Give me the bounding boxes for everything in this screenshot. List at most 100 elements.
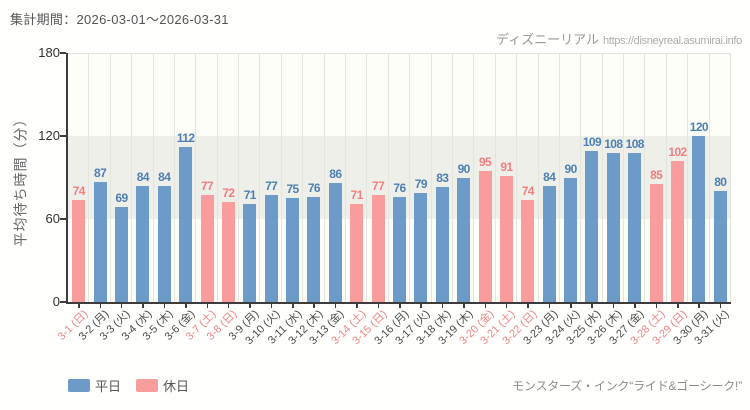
bar[interactable] <box>200 195 214 302</box>
bar[interactable] <box>350 203 364 302</box>
bar[interactable] <box>371 195 385 302</box>
x-tick-mark <box>206 304 209 308</box>
x-tick-mark <box>420 304 422 308</box>
bar[interactable] <box>414 192 428 302</box>
gridline-vertical <box>687 53 688 302</box>
bar-value-label: 95 <box>478 154 492 169</box>
bar[interactable] <box>93 181 107 302</box>
y-tick-mark <box>60 301 66 303</box>
gridline-vertical <box>559 53 560 302</box>
x-tick-mark <box>548 304 551 308</box>
y-tick-label: 60 <box>45 211 60 226</box>
bar-value-label: 112 <box>176 131 195 146</box>
bar[interactable] <box>564 177 578 302</box>
bar[interactable] <box>478 170 492 302</box>
gridline-vertical <box>644 53 645 302</box>
bar[interactable] <box>521 199 535 302</box>
gridline-vertical <box>666 53 667 302</box>
x-tick-mark <box>270 304 273 308</box>
x-tick-mark <box>505 304 508 308</box>
bar-value-label: 76 <box>393 180 406 195</box>
y-tick-mark <box>60 135 66 137</box>
x-tick-mark <box>142 304 144 308</box>
bar[interactable] <box>671 160 685 302</box>
gridline-vertical <box>495 53 496 302</box>
bar-value-label: 77 <box>372 179 385 194</box>
legend-item-weekday[interactable]: 平日 <box>68 376 121 395</box>
gridline-top <box>68 53 731 54</box>
bar-value-label: 74 <box>72 183 86 198</box>
bar[interactable] <box>606 152 620 302</box>
x-tick-mark <box>463 304 465 308</box>
site-url-link[interactable]: https://disneyreal.asumirai.info <box>603 35 742 47</box>
bar[interactable] <box>435 187 449 302</box>
attraction-name: モンスターズ・インク“ライド&ゴーシーク!” <box>512 379 742 393</box>
bar-value-label: 83 <box>436 171 449 186</box>
bar-value-label: 108 <box>625 136 645 151</box>
x-tick-mark <box>441 304 444 308</box>
gridline-vertical <box>580 53 581 302</box>
holiday-swatch <box>136 379 159 392</box>
x-tick-mark <box>292 304 294 308</box>
x-tick-mark <box>698 304 700 308</box>
gridline-vertical <box>324 53 325 302</box>
bar[interactable] <box>713 191 727 302</box>
bar[interactable] <box>157 185 171 302</box>
bar[interactable] <box>221 202 235 302</box>
bar-value-label: 90 <box>564 161 578 176</box>
bar-value-label: 74 <box>521 183 535 198</box>
bar[interactable] <box>328 183 342 302</box>
bar-value-label: 85 <box>650 168 663 183</box>
gridline-vertical <box>195 53 196 302</box>
gridline-vertical <box>281 53 282 302</box>
bar[interactable] <box>542 185 556 302</box>
gridline-vertical <box>388 53 389 302</box>
weekday-swatch <box>68 379 90 392</box>
x-tick-mark <box>356 304 358 308</box>
bar[interactable] <box>114 206 128 302</box>
bar[interactable] <box>628 152 642 302</box>
period-label: 集計期間：2026-03-01～2026-03-31 <box>10 12 229 27</box>
bar-value-label: 84 <box>158 169 171 184</box>
bar[interactable] <box>286 198 300 302</box>
x-tick-mark <box>99 304 102 308</box>
legend-label-holiday: 休日 <box>163 379 190 394</box>
plot-band <box>68 53 731 136</box>
gridline-vertical <box>302 53 303 302</box>
bar-value-label: 87 <box>94 165 107 180</box>
legend-item-holiday[interactable]: 休日 <box>136 376 189 395</box>
gridline-vertical <box>366 53 367 302</box>
bar-value-label: 69 <box>115 190 128 205</box>
bar[interactable] <box>136 185 150 302</box>
gridline-vertical <box>473 53 474 302</box>
x-tick-mark <box>634 304 636 308</box>
bar[interactable] <box>649 184 663 302</box>
x-tick-mark <box>484 304 487 308</box>
bar[interactable] <box>585 151 599 302</box>
gridline-vertical <box>238 53 239 302</box>
bar[interactable] <box>243 203 257 302</box>
bar[interactable] <box>307 196 321 302</box>
bar[interactable] <box>72 199 86 302</box>
gridline-vertical <box>730 53 731 302</box>
bar[interactable] <box>499 176 513 302</box>
legend-label-weekday: 平日 <box>95 379 122 394</box>
bar-value-label: 84 <box>136 169 150 184</box>
bar[interactable] <box>393 196 406 302</box>
bar-value-label: 109 <box>582 135 602 150</box>
x-tick-mark <box>655 304 658 308</box>
x-tick-mark <box>377 304 380 308</box>
watermark: ディズニーリアル https://disneyreal.asumirai.info <box>496 29 742 48</box>
bar-value-label: 91 <box>500 160 513 175</box>
bar[interactable] <box>692 136 706 302</box>
x-tick-mark <box>227 304 230 308</box>
bar[interactable] <box>264 195 278 302</box>
bar[interactable] <box>457 177 471 302</box>
bar-value-label: 77 <box>200 179 214 194</box>
bar[interactable] <box>179 147 193 302</box>
x-tick-mark <box>591 304 593 308</box>
x-tick-mark <box>719 304 722 308</box>
x-tick-mark <box>612 304 615 308</box>
y-tick-label: 0 <box>52 294 60 309</box>
